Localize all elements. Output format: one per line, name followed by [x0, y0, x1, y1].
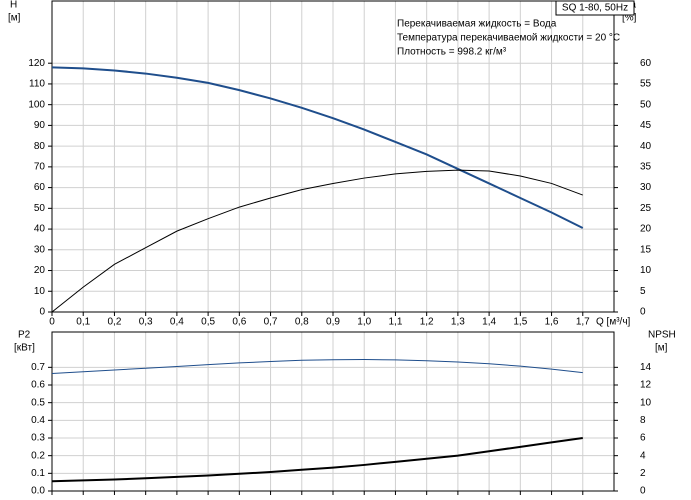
y-tick-label: 0 — [39, 307, 45, 318]
x-tick-label: 1,0 — [357, 317, 371, 328]
y-tick-label: 100 — [28, 99, 45, 110]
y-tick-label: 0.7 — [31, 362, 45, 373]
y2-tick-label: 35 — [640, 162, 652, 173]
y2-tick-label: 4 — [640, 450, 646, 461]
plot-frame — [51, 331, 615, 492]
x-tick-label: 0,6 — [232, 317, 246, 328]
x-tick-label: 1,3 — [451, 317, 465, 328]
y2-tick-label: 0 — [640, 486, 646, 497]
x-axis-label: Q [м³/ч] — [596, 317, 631, 328]
x-tick-label: 0,7 — [264, 317, 278, 328]
y2-tick-label: 45 — [640, 120, 652, 131]
curve — [51, 437, 583, 483]
y-tick-label: 10 — [34, 286, 46, 297]
y2-tick-label: 12 — [640, 380, 652, 391]
y-tick-label: 30 — [34, 244, 46, 255]
x-tick-label: 1,6 — [545, 317, 559, 328]
y2-tick-label: 50 — [640, 99, 652, 110]
y-tick-label: 90 — [34, 120, 46, 131]
x-tick-label: 1,2 — [420, 317, 434, 328]
x-tick-label: 0,4 — [170, 317, 184, 328]
x-tick-label: 1,4 — [482, 317, 496, 328]
y2-tick-label: 0 — [640, 307, 646, 318]
x-tick-label: 1,1 — [388, 317, 402, 328]
y2-tick-label: 8 — [640, 415, 646, 426]
x-tick-label: 0,5 — [201, 317, 215, 328]
y-tick-label: 80 — [34, 141, 46, 152]
y2-tick-label: 20 — [640, 224, 652, 235]
annotation: Температура перекачиваемой жидкости = 20… — [397, 33, 620, 44]
y-axis-label: H — [10, 0, 17, 11]
y2-axis-label: NPSH — [648, 330, 676, 341]
y-tick-label: 70 — [34, 162, 46, 173]
y2-tick-label: 55 — [640, 79, 652, 90]
y2-tick-label: 5 — [640, 286, 646, 297]
y2-tick-label: 14 — [640, 362, 652, 373]
y2-tick-label: 60 — [640, 58, 652, 69]
x-tick-label: 0,3 — [139, 317, 153, 328]
y-tick-label: 50 — [34, 203, 46, 214]
y-tick-label: 0.1 — [31, 468, 45, 479]
y-tick-label: 60 — [34, 182, 46, 193]
y2-tick-label: 10 — [640, 265, 652, 276]
annotation: Перекачиваемая жидкость = Вода — [397, 19, 557, 30]
subtitle-box — [555, 0, 635, 16]
y2-tick-label: 25 — [640, 203, 652, 214]
y-axis-unit: [м] — [8, 13, 21, 24]
annotation: Плотность = 998.2 кг/м³ — [397, 47, 507, 58]
y-tick-label: 0.6 — [31, 380, 45, 391]
y2-tick-label: 40 — [640, 141, 652, 152]
x-tick-label: 0 — [49, 317, 55, 328]
x-tick-label: 0,9 — [326, 317, 340, 328]
y2-tick-label: 15 — [640, 244, 652, 255]
y-axis-label: P2 — [18, 330, 31, 341]
y-tick-label: 20 — [34, 265, 46, 276]
y-tick-label: 110 — [29, 79, 45, 90]
x-tick-label: 0,1 — [76, 317, 90, 328]
subtitle: SQ 1-80, 50Hz — [562, 3, 628, 14]
y2-tick-label: 2 — [640, 468, 646, 479]
y-tick-label: 40 — [34, 224, 46, 235]
y-tick-label: 0.3 — [31, 433, 45, 444]
curve — [51, 359, 583, 375]
x-tick-label: 0,8 — [295, 317, 309, 328]
y-tick-label: 0.4 — [31, 415, 45, 426]
y2-axis-unit: [%] — [622, 13, 637, 24]
y-tick-label: 0.5 — [31, 397, 45, 408]
y2-axis-unit: [м] — [655, 343, 668, 354]
curve — [51, 169, 583, 313]
x-tick-label: 1,7 — [576, 317, 590, 328]
y-tick-label: 0.2 — [31, 450, 45, 461]
y2-tick-label: 30 — [640, 182, 652, 193]
y-axis-unit: [кВт] — [14, 343, 35, 354]
y-tick-label: 120 — [28, 58, 45, 69]
curve — [51, 66, 584, 229]
x-tick-label: 0,2 — [107, 317, 121, 328]
x-tick-label: 1,5 — [513, 317, 527, 328]
y-tick-label: 0.0 — [31, 486, 45, 497]
plot-frame — [51, 0, 615, 313]
y2-tick-label: 6 — [640, 433, 646, 444]
y2-tick-label: 10 — [640, 397, 652, 408]
